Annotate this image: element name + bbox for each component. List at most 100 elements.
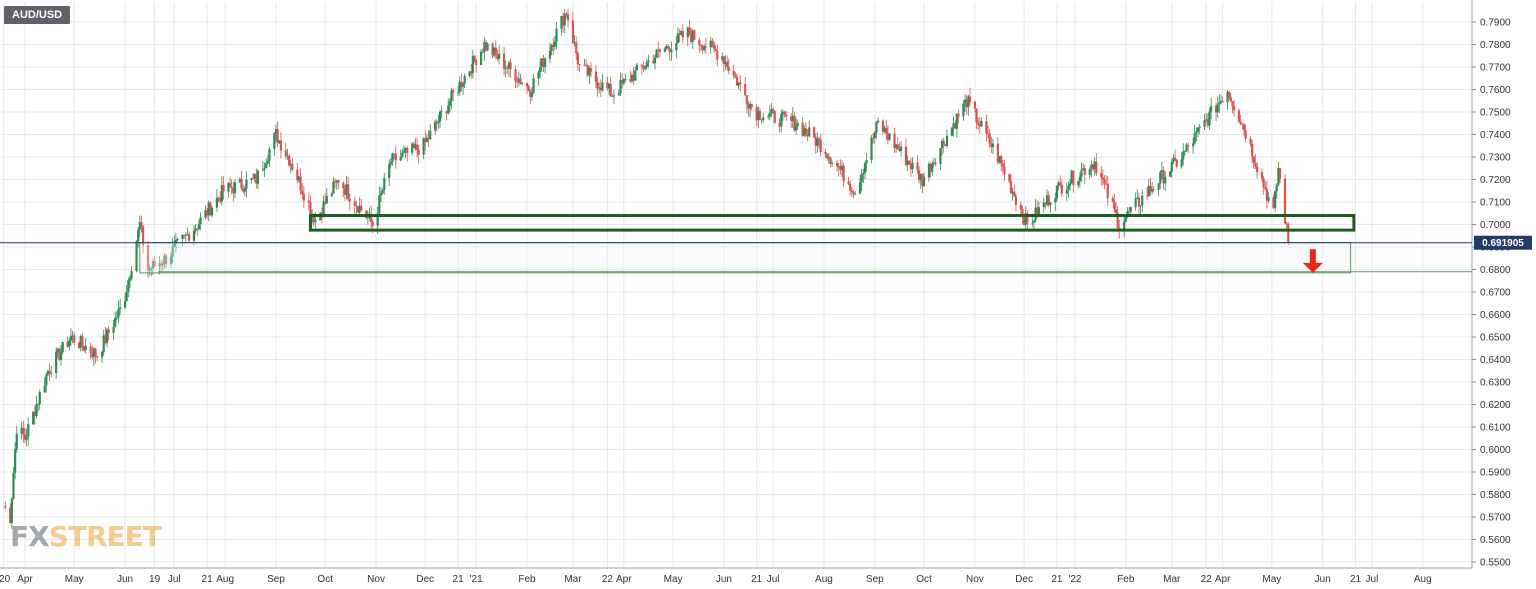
candle: [1274, 190, 1277, 212]
candle: [117, 300, 120, 324]
candle: [1024, 206, 1027, 230]
candle-body: [919, 173, 922, 181]
candle: [274, 124, 278, 142]
candle-body: [675, 43, 678, 51]
candle-body: [35, 404, 38, 416]
candle-body: [506, 67, 509, 69]
candle-body: [412, 143, 415, 149]
candle-body: [146, 245, 150, 271]
candle-body: [640, 64, 643, 66]
candle-body: [762, 117, 765, 121]
candle-body: [138, 222, 141, 230]
candle: [84, 337, 87, 354]
candle: [540, 58, 543, 72]
candle: [440, 105, 443, 119]
candle-body: [1206, 119, 1209, 126]
candle: [414, 138, 417, 151]
candle: [461, 82, 465, 95]
candle-body: [1175, 159, 1178, 167]
candle-body: [896, 144, 899, 150]
candle: [632, 67, 635, 85]
y-tick-label: 0.7700: [1480, 63, 1511, 74]
candle: [529, 88, 532, 104]
candle-body: [9, 507, 12, 524]
candle: [1182, 143, 1185, 166]
candle: [898, 142, 901, 153]
candle: [771, 107, 775, 115]
candle-body: [1042, 202, 1045, 208]
candle-body: [50, 373, 53, 374]
candle: [445, 110, 448, 121]
candle: [1082, 163, 1085, 171]
candle: [973, 100, 976, 113]
candle: [862, 168, 865, 184]
support-zone-upper: [308, 214, 1356, 232]
candle-body: [539, 67, 542, 73]
candle-body: [578, 64, 581, 66]
candle-body: [1196, 127, 1200, 132]
candle-body: [921, 173, 924, 186]
candle: [493, 47, 496, 58]
candle: [875, 121, 878, 139]
candle-body: [872, 137, 875, 139]
y-tick-label: 0.5600: [1480, 535, 1511, 546]
candle: [1014, 193, 1018, 212]
candle: [1141, 189, 1144, 213]
candle-body: [1216, 104, 1219, 113]
candle-body: [424, 138, 427, 143]
candle: [92, 347, 95, 366]
candle: [1150, 182, 1154, 195]
candle-body: [865, 159, 868, 164]
candle: [686, 26, 689, 47]
candle-body: [333, 181, 337, 183]
candle: [849, 180, 852, 196]
candle-body: [379, 193, 383, 196]
candle: [1180, 152, 1183, 169]
candle-body: [1159, 172, 1162, 184]
candle: [471, 49, 474, 79]
candle: [278, 139, 281, 145]
candle-body: [862, 172, 865, 175]
candle-body: [222, 185, 225, 192]
candle-body: [689, 35, 693, 42]
candle-body: [839, 167, 842, 171]
candle: [804, 122, 808, 137]
candle: [944, 143, 947, 147]
candle: [15, 425, 18, 453]
candle-body: [391, 153, 394, 163]
candle-body: [38, 392, 41, 404]
candle: [858, 174, 862, 195]
candle: [343, 184, 346, 202]
candle-body: [1014, 196, 1018, 205]
candle-body: [1191, 143, 1195, 147]
candle: [460, 73, 463, 92]
candle: [532, 73, 535, 95]
candle: [806, 129, 809, 142]
candle: [1054, 192, 1057, 211]
candle: [141, 225, 145, 253]
candle-body: [102, 335, 105, 352]
candle: [1026, 210, 1029, 230]
candle: [297, 176, 301, 183]
candle: [735, 73, 739, 86]
candle-body: [1068, 183, 1072, 186]
candle: [494, 40, 497, 59]
candle: [865, 152, 868, 172]
candle-body: [119, 307, 122, 309]
candle-body: [509, 62, 512, 70]
candle-body: [66, 341, 69, 347]
candle: [1044, 202, 1047, 209]
candle: [678, 29, 681, 43]
candle-body: [726, 61, 729, 68]
candle-body: [1182, 151, 1185, 160]
candle: [747, 101, 750, 117]
candle: [119, 298, 122, 315]
candle-body: [1088, 169, 1091, 175]
candle-body: [463, 75, 466, 84]
candle-body: [1093, 161, 1096, 170]
candle: [456, 85, 460, 97]
candle-body: [1072, 170, 1075, 185]
candle-body: [801, 122, 804, 136]
candle-body: [1183, 151, 1186, 153]
